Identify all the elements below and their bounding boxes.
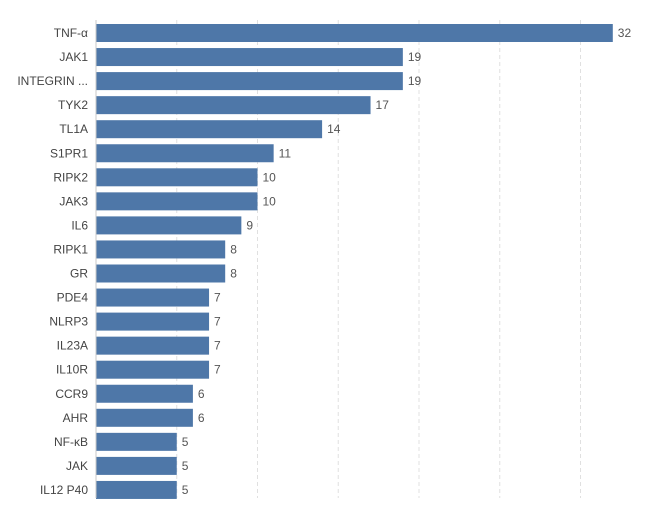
- bar[interactable]: [96, 216, 242, 235]
- value-label: 5: [182, 435, 189, 449]
- bar[interactable]: [96, 48, 403, 67]
- value-label: 10: [263, 194, 277, 208]
- value-label: 7: [214, 363, 221, 377]
- value-label: 8: [230, 267, 237, 281]
- bar[interactable]: [96, 192, 258, 211]
- category-label: NLRP3: [49, 315, 88, 329]
- bar[interactable]: [96, 168, 258, 187]
- category-label: INTEGRIN ...: [17, 74, 88, 88]
- bars-group: [96, 24, 613, 499]
- value-label: 6: [198, 411, 205, 425]
- category-label: IL10R: [56, 363, 88, 377]
- bar[interactable]: [96, 384, 193, 403]
- grid-lines: [176, 20, 581, 498]
- value-label: 19: [408, 74, 422, 88]
- category-label: JAK: [66, 459, 88, 473]
- category-label: NF-κB: [54, 435, 88, 449]
- category-label: IL23A: [57, 339, 88, 353]
- value-label: 7: [214, 339, 221, 353]
- category-label: IL12 P40: [40, 483, 88, 497]
- bar[interactable]: [96, 312, 210, 331]
- value-label: 5: [182, 459, 189, 473]
- category-label: S1PR1: [50, 146, 88, 160]
- bar[interactable]: [96, 432, 177, 451]
- bar[interactable]: [96, 240, 226, 259]
- bar[interactable]: [96, 456, 177, 475]
- value-label: 7: [214, 315, 221, 329]
- bar[interactable]: [96, 24, 613, 42]
- category-labels: TNF-α JAK1 INTEGRIN ... TYK2 TL1A S1PR1 RIPK2 J…: [17, 26, 88, 497]
- value-label: 5: [182, 483, 189, 497]
- bar[interactable]: [96, 72, 403, 91]
- bar[interactable]: [96, 408, 193, 427]
- category-label: JAK1: [59, 50, 88, 64]
- bar[interactable]: [96, 336, 210, 355]
- category-label: TYK2: [58, 98, 88, 112]
- value-label: 19: [408, 50, 422, 64]
- bar[interactable]: [96, 288, 210, 307]
- bar[interactable]: [96, 360, 210, 379]
- category-label: TNF-α: [54, 26, 88, 40]
- value-label: 32: [618, 26, 632, 40]
- value-label: 9: [246, 218, 253, 232]
- category-label: IL6: [71, 218, 88, 232]
- bar[interactable]: [96, 96, 371, 115]
- category-label: TL1A: [59, 122, 88, 136]
- value-label: 14: [327, 122, 341, 136]
- bar[interactable]: [96, 480, 177, 499]
- bar[interactable]: [96, 264, 226, 283]
- bar[interactable]: [96, 144, 274, 163]
- category-label: GR: [70, 267, 88, 281]
- category-label: AHR: [63, 411, 89, 425]
- bar[interactable]: [96, 120, 323, 139]
- category-label: RIPK1: [53, 242, 88, 256]
- value-label: 11: [279, 146, 292, 160]
- value-label: 10: [263, 170, 277, 184]
- value-label: 6: [198, 387, 205, 401]
- value-label: 17: [376, 98, 390, 112]
- category-label: PDE4: [57, 291, 89, 305]
- category-label: JAK3: [59, 194, 88, 208]
- value-label: 8: [230, 242, 237, 256]
- category-label: CCR9: [55, 387, 88, 401]
- value-label: 7: [214, 291, 221, 305]
- category-label: RIPK2: [53, 170, 88, 184]
